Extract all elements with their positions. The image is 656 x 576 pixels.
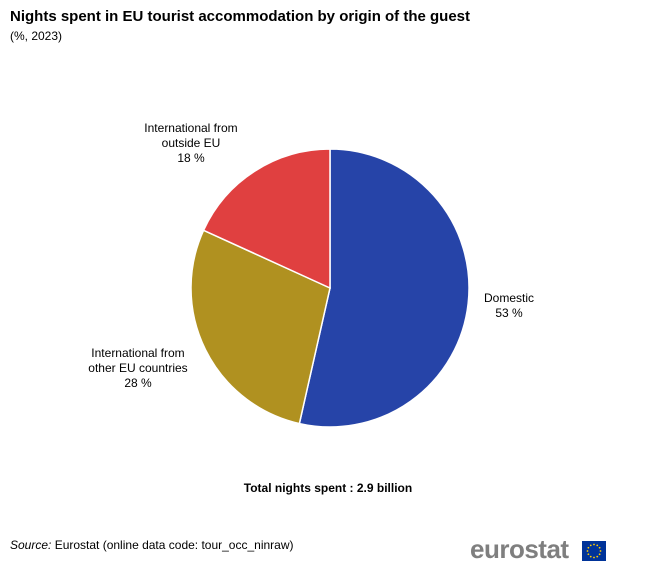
slice-label-outside-eu: International from outside EU 18 % bbox=[131, 121, 251, 166]
eu-flag-background bbox=[582, 541, 606, 561]
eu-flag-star bbox=[598, 546, 601, 549]
eu-flag-star bbox=[593, 556, 595, 559]
chart-subtitle: (%, 2023) bbox=[10, 29, 63, 43]
pie-slice-outside-eu bbox=[202, 148, 331, 290]
slice-label-value: 53 % bbox=[495, 306, 523, 320]
eu-flag-star bbox=[587, 546, 590, 549]
logo-wordmark: eurostat bbox=[470, 534, 569, 564]
slice-label-other-eu: International from other EU countries 28… bbox=[78, 346, 198, 391]
source-note: Source: Eurostat (online data code: tour… bbox=[10, 538, 294, 552]
pie-slice-other-eu bbox=[190, 229, 331, 425]
slice-label-value: 28 % bbox=[124, 376, 152, 390]
slice-label-line: other EU countries bbox=[88, 361, 188, 375]
slice-label-line: Domestic bbox=[483, 291, 534, 305]
slice-label-value: 18 % bbox=[177, 151, 205, 165]
chart-title: Nights spent in EU tourist accommodation… bbox=[10, 8, 471, 25]
total-note: Total nights spent : 2.9 billion bbox=[243, 481, 413, 495]
eu-flag-star bbox=[589, 544, 592, 547]
eu-flag-star bbox=[587, 553, 590, 556]
eu-flag-star bbox=[586, 550, 589, 552]
source-label: Source: bbox=[10, 538, 52, 552]
slice-label-line: outside EU bbox=[161, 136, 221, 150]
source-text: Eurostat (online data code: tour_occ_nin… bbox=[51, 538, 294, 552]
eu-flag-star bbox=[599, 550, 602, 552]
pie-slice-domestic bbox=[298, 148, 470, 428]
eu-flag-star bbox=[589, 555, 592, 558]
eu-flag-star bbox=[598, 553, 601, 556]
eu-flag-star bbox=[596, 555, 599, 558]
slice-label-line: International from bbox=[91, 346, 185, 360]
eu-flag-icon bbox=[582, 541, 606, 561]
eu-flag-star bbox=[593, 543, 595, 546]
slice-label-domestic: Domestic 53 % bbox=[481, 291, 537, 321]
slice-label-line: International from bbox=[144, 121, 238, 135]
eu-flag-star bbox=[596, 544, 599, 547]
